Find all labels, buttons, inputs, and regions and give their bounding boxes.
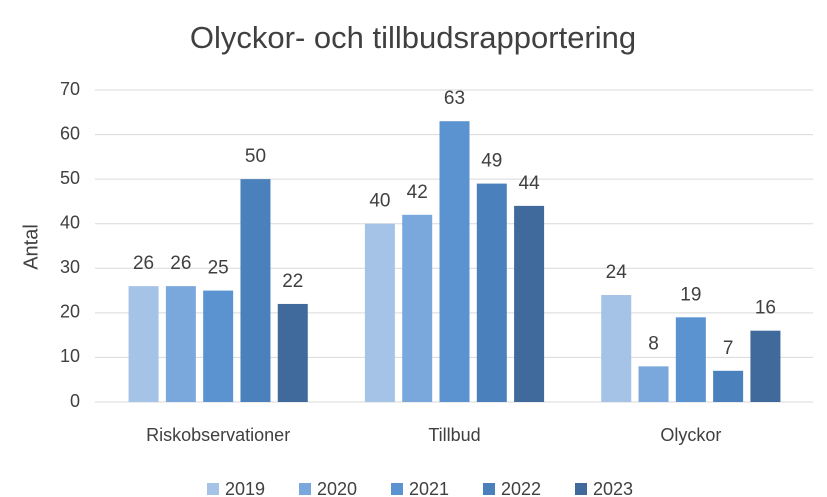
bar — [128, 286, 159, 402]
y-axis-label: Antal — [20, 224, 42, 270]
bar — [240, 179, 271, 402]
bar — [601, 295, 632, 402]
data-label: 24 — [606, 262, 628, 283]
legend-swatch — [207, 483, 219, 495]
data-label: 26 — [133, 253, 154, 274]
data-label: 19 — [680, 284, 701, 305]
chart-title: Olyckor- och tillbudsrapportering — [190, 20, 636, 55]
y-tick-label: 50 — [60, 168, 80, 188]
x-tick-label: Tillbud — [428, 425, 480, 445]
bar — [402, 214, 433, 402]
bar — [203, 290, 234, 402]
legend-swatch — [575, 483, 587, 495]
legend-label: 2020 — [317, 479, 357, 497]
data-label: 16 — [755, 298, 776, 319]
bar — [750, 330, 781, 402]
y-tick-label: 70 — [60, 79, 80, 99]
bar — [439, 121, 470, 402]
legend-swatch — [299, 483, 311, 495]
y-tick-label: 60 — [60, 123, 80, 143]
bar — [165, 286, 196, 402]
legend-label: 2022 — [501, 479, 541, 497]
data-label: 40 — [369, 191, 390, 212]
legend-swatch — [483, 483, 495, 495]
y-tick-label: 10 — [60, 346, 80, 366]
bar — [364, 223, 395, 402]
y-tick-label: 20 — [60, 302, 80, 322]
y-tick-label: 30 — [60, 257, 80, 277]
data-label: 50 — [245, 146, 266, 167]
data-label: 49 — [481, 151, 502, 172]
data-label: 22 — [282, 271, 303, 292]
data-label: 44 — [519, 173, 541, 194]
x-tick-label: Olyckor — [660, 425, 721, 445]
bar — [277, 303, 308, 402]
y-tick-label: 0 — [70, 391, 80, 411]
data-label: 8 — [648, 333, 659, 354]
y-tick-label: 40 — [60, 212, 80, 232]
data-label: 26 — [170, 253, 191, 274]
data-label: 63 — [444, 88, 465, 109]
bar — [713, 370, 744, 402]
bar — [514, 205, 545, 402]
bar — [638, 366, 669, 402]
legend-label: 2021 — [409, 479, 449, 497]
bar — [476, 183, 507, 402]
legend-label: 2019 — [225, 479, 265, 497]
legend-label: 2023 — [593, 479, 633, 497]
data-label: 25 — [208, 258, 229, 279]
bar — [675, 317, 706, 402]
legend-swatch — [391, 483, 403, 495]
data-label: 7 — [723, 338, 734, 359]
data-label: 42 — [407, 182, 428, 203]
x-tick-label: Riskobservationer — [146, 425, 290, 445]
